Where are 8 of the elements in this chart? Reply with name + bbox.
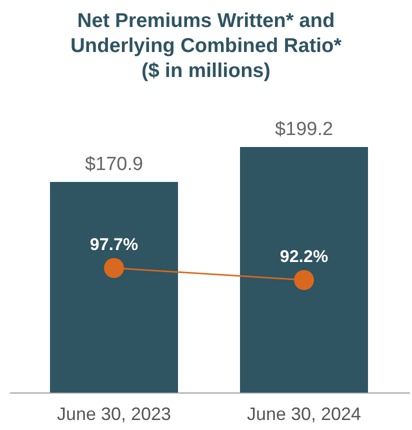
x-tick-label: June 30, 2023 bbox=[56, 404, 172, 424]
x-tick-label: June 30, 2024 bbox=[246, 404, 362, 424]
data-label: $199.2 bbox=[274, 119, 334, 140]
chart-title: Net Premiums Written* and Underlying Combined Ratio* bbox=[70, 10, 342, 57]
data-label: 92.2% bbox=[280, 247, 328, 266]
data-label: $170.9 bbox=[84, 154, 144, 175]
data-label: 97.7% bbox=[90, 235, 138, 254]
chart-subtitle: ($ in millions) bbox=[142, 60, 270, 82]
